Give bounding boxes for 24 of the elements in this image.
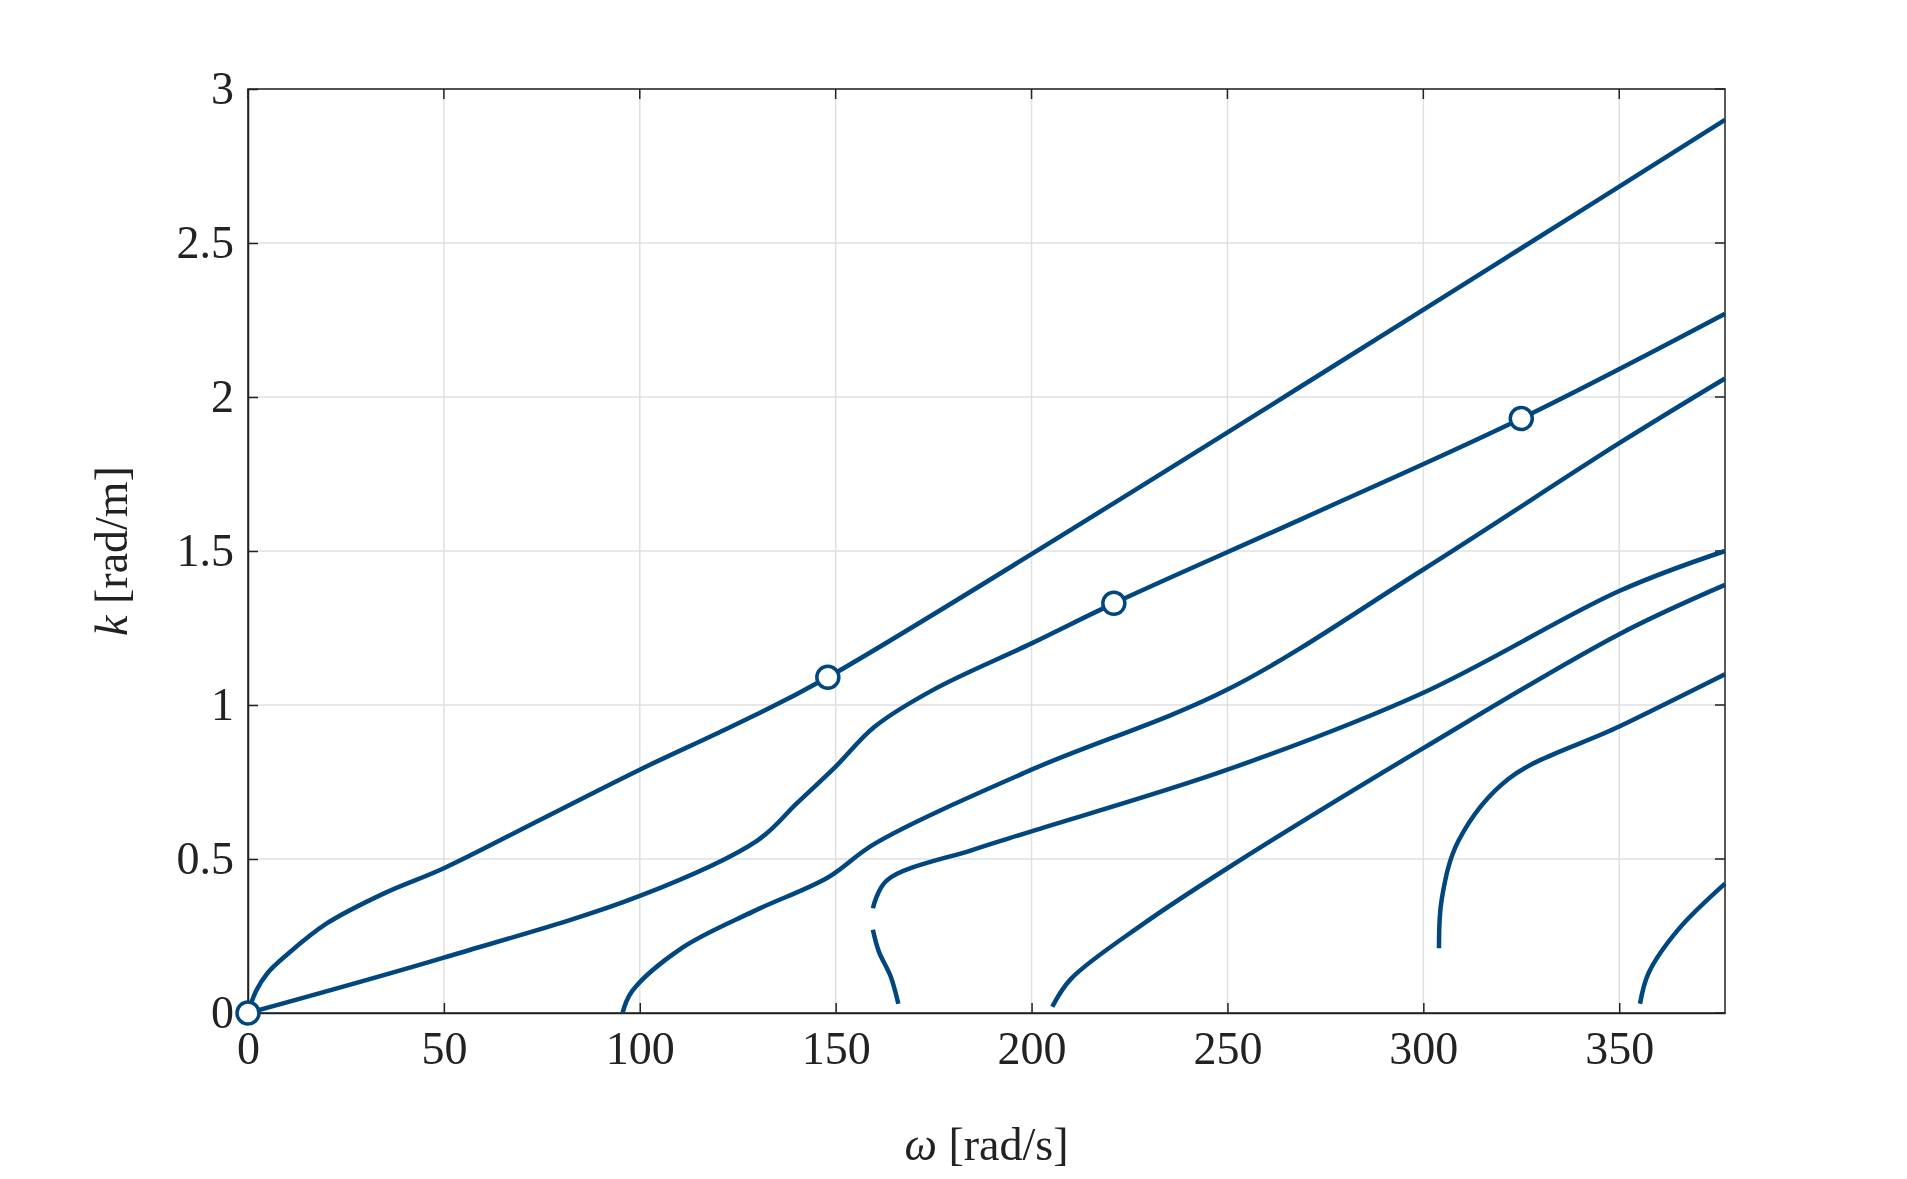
line-series <box>620 376 1728 1016</box>
line-series <box>1436 671 1728 951</box>
y-tick-label: 2 <box>211 371 234 423</box>
x-tick-label: 350 <box>1585 1022 1655 1074</box>
point <box>1508 405 1535 432</box>
y-tick-label: 0 <box>211 987 234 1039</box>
y-tick-label: 0.5 <box>176 833 234 885</box>
y-tick-label: 1.5 <box>176 525 234 577</box>
x-tick-label: 100 <box>605 1022 675 1074</box>
line-series <box>1050 582 1728 1010</box>
y-tick-label: 2.5 <box>176 217 234 269</box>
point <box>815 664 841 691</box>
x-tick-label: 300 <box>1389 1022 1459 1074</box>
x-tick-label: 150 <box>801 1022 871 1074</box>
point <box>235 1000 261 1026</box>
x-axis-title: ω [rad/s] <box>904 1119 1069 1170</box>
x-tick-label: 50 <box>421 1022 468 1074</box>
y-tick-label: 1 <box>211 679 234 731</box>
x-tick-label: 200 <box>997 1022 1067 1074</box>
line-series <box>1637 881 1728 1007</box>
point <box>1101 590 1127 617</box>
y-tick-label: 3 <box>211 63 234 115</box>
y-axis-title: k [rad/m] <box>86 466 137 636</box>
x-tick-label: 250 <box>1193 1022 1263 1074</box>
